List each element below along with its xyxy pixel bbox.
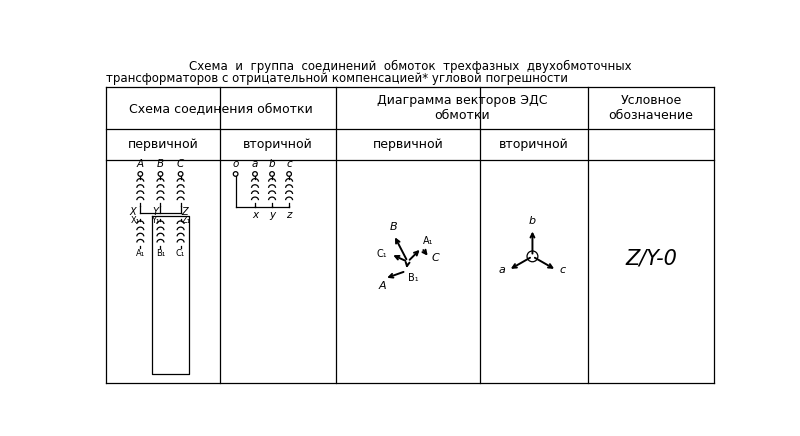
Text: A: A: [379, 281, 386, 291]
Text: Y: Y: [152, 207, 158, 217]
Text: B₁: B₁: [156, 249, 165, 259]
Text: C: C: [177, 160, 184, 169]
Text: Z: Z: [182, 207, 188, 217]
Text: A₁: A₁: [136, 249, 145, 259]
Text: C₁: C₁: [377, 249, 387, 259]
Text: Y₁: Y₁: [151, 215, 160, 225]
Text: первичной: первичной: [128, 138, 198, 151]
Text: X₁: X₁: [130, 215, 139, 225]
Text: B₁: B₁: [409, 272, 419, 283]
Text: B: B: [157, 160, 164, 169]
Text: Условное
обозначение: Условное обозначение: [609, 94, 694, 122]
Text: первичной: первичной: [373, 138, 443, 151]
Text: Z/Y-0: Z/Y-0: [625, 249, 677, 269]
Text: вторичной: вторичной: [243, 138, 313, 151]
Text: трансформаторов с отрицательной компенсацией* угловой погрешности: трансформаторов с отрицательной компенса…: [106, 72, 568, 85]
Text: b: b: [269, 160, 275, 169]
Text: o: o: [233, 160, 239, 169]
Text: A: A: [137, 160, 144, 169]
Text: x: x: [252, 210, 258, 220]
Text: c: c: [560, 265, 566, 275]
Text: a: a: [252, 160, 258, 169]
Text: A₁: A₁: [423, 235, 434, 245]
Text: y: y: [269, 210, 275, 220]
Text: Схема  и  группа  соединений  обмоток  трехфазных  двухобмоточных: Схема и группа соединений обмоток трехфа…: [189, 60, 631, 73]
Text: Z₁: Z₁: [182, 215, 190, 225]
Text: B: B: [390, 222, 398, 232]
Text: C: C: [432, 253, 439, 263]
Text: X: X: [130, 207, 137, 217]
Text: c: c: [286, 160, 292, 169]
Text: a: a: [498, 265, 505, 275]
Text: вторичной: вторичной: [499, 138, 569, 151]
Text: Схема соединения обмотки: Схема соединения обмотки: [130, 102, 313, 115]
Text: b: b: [529, 215, 536, 225]
Text: C₁: C₁: [176, 249, 186, 259]
Text: Диаграмма векторов ЭДС
обмотки: Диаграмма векторов ЭДС обмотки: [377, 94, 547, 122]
Text: z: z: [286, 210, 292, 220]
